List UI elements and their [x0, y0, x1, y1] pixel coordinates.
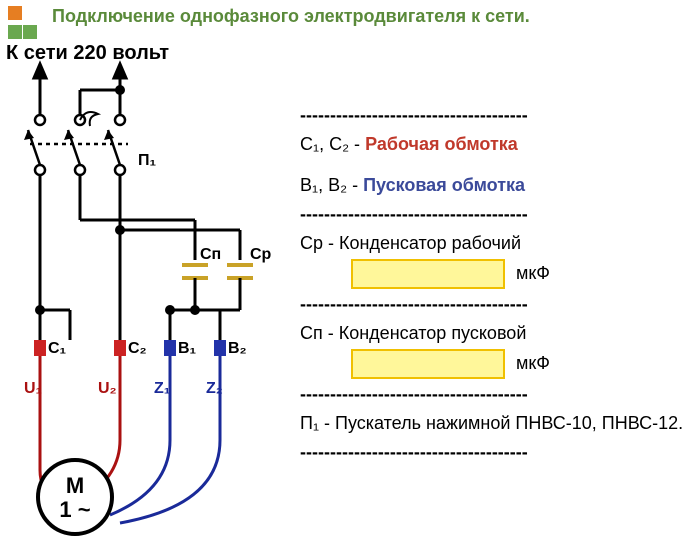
legend-dash: --------------------------------------: [300, 439, 690, 466]
label-cp: Cп: [200, 246, 221, 264]
cp-value-box[interactable]: [351, 349, 505, 379]
motor-symbol: М 1 ~: [36, 458, 114, 536]
label-c2: C₂: [128, 340, 147, 358]
label-z1: Z₁: [154, 380, 170, 398]
label-z2: Z₂: [206, 380, 223, 398]
legend-cr: Cр - Конденсатор рабочий: [300, 230, 690, 257]
page-title: Подключение однофазного электродвигателя…: [52, 6, 530, 27]
legend-dash: --------------------------------------: [300, 381, 690, 408]
unit-mkf: мкФ: [516, 263, 550, 283]
unit-mkf: мкФ: [516, 353, 550, 373]
label-u1: U₁: [24, 380, 42, 398]
label-b2: B₂: [228, 340, 247, 358]
motor-phase: 1 ~: [59, 497, 90, 522]
logo-square-br: [23, 25, 37, 39]
label-p1: П₁: [138, 152, 156, 170]
legend-working: C₁, C₂ - Рабочая обмотка: [300, 131, 690, 158]
legend-dash: --------------------------------------: [300, 201, 690, 228]
legend-cp: Cп - Конденсатор пусковой: [300, 320, 690, 347]
legend-c1c2: C₁, C₂ -: [300, 134, 365, 154]
logo-square-bl: [8, 25, 22, 39]
legend: -------------------------------------- C…: [300, 100, 690, 468]
legend-starting: B₁, B₂ - Пусковая обмотка: [300, 172, 690, 199]
legend-dash: --------------------------------------: [300, 102, 690, 129]
motor-m: М: [66, 473, 84, 498]
legend-working-text: Рабочая обмотка: [365, 134, 518, 154]
legend-cp-value: мкФ: [300, 349, 690, 379]
legend-starting-text: Пусковая обмотка: [363, 175, 525, 195]
legend-p1: П₁ - Пускатель нажимной ПНВС-10, ПНВС-12…: [300, 410, 690, 437]
label-cr: Cр: [250, 246, 271, 264]
label-b1: B₁: [178, 340, 196, 358]
cr-value-box[interactable]: [351, 259, 505, 289]
legend-cr-value: мкФ: [300, 259, 690, 289]
logo: [8, 6, 38, 44]
legend-b1b2: B₁, B₂ -: [300, 175, 363, 195]
label-u2: U₂: [98, 380, 117, 398]
legend-dash: --------------------------------------: [300, 291, 690, 318]
label-c1: C₁: [48, 340, 66, 358]
circuit-diagram: П₁ Cп Cр C₁ C₂ B₁ B₂ U₁ U₂ Z₁ Z₂ М 1 ~: [0, 60, 320, 540]
logo-square-tl: [8, 6, 22, 20]
